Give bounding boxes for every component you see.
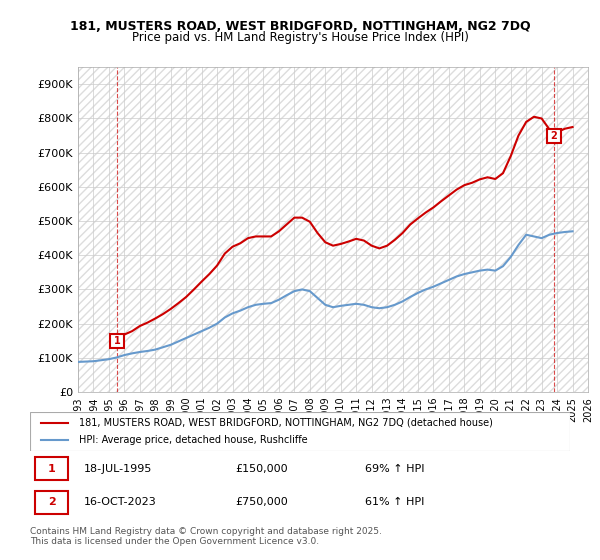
Text: 18-JUL-1995: 18-JUL-1995 bbox=[84, 464, 152, 474]
Text: Contains HM Land Registry data © Crown copyright and database right 2025.
This d: Contains HM Land Registry data © Crown c… bbox=[30, 526, 382, 546]
FancyBboxPatch shape bbox=[35, 491, 68, 514]
Text: 181, MUSTERS ROAD, WEST BRIDGFORD, NOTTINGHAM, NG2 7DQ (detached house): 181, MUSTERS ROAD, WEST BRIDGFORD, NOTTI… bbox=[79, 418, 493, 428]
Text: 16-OCT-2023: 16-OCT-2023 bbox=[84, 497, 157, 507]
Text: £150,000: £150,000 bbox=[235, 464, 288, 474]
FancyBboxPatch shape bbox=[30, 412, 570, 451]
Text: HPI: Average price, detached house, Rushcliffe: HPI: Average price, detached house, Rush… bbox=[79, 435, 307, 445]
Text: 1: 1 bbox=[114, 335, 121, 346]
FancyBboxPatch shape bbox=[35, 457, 68, 480]
Text: 2: 2 bbox=[48, 497, 55, 507]
Text: 69% ↑ HPI: 69% ↑ HPI bbox=[365, 464, 424, 474]
Text: £750,000: £750,000 bbox=[235, 497, 288, 507]
Text: 181, MUSTERS ROAD, WEST BRIDGFORD, NOTTINGHAM, NG2 7DQ: 181, MUSTERS ROAD, WEST BRIDGFORD, NOTTI… bbox=[70, 20, 530, 32]
Text: 1: 1 bbox=[48, 464, 55, 474]
Text: Price paid vs. HM Land Registry's House Price Index (HPI): Price paid vs. HM Land Registry's House … bbox=[131, 31, 469, 44]
Text: 61% ↑ HPI: 61% ↑ HPI bbox=[365, 497, 424, 507]
Text: 2: 2 bbox=[550, 130, 557, 141]
